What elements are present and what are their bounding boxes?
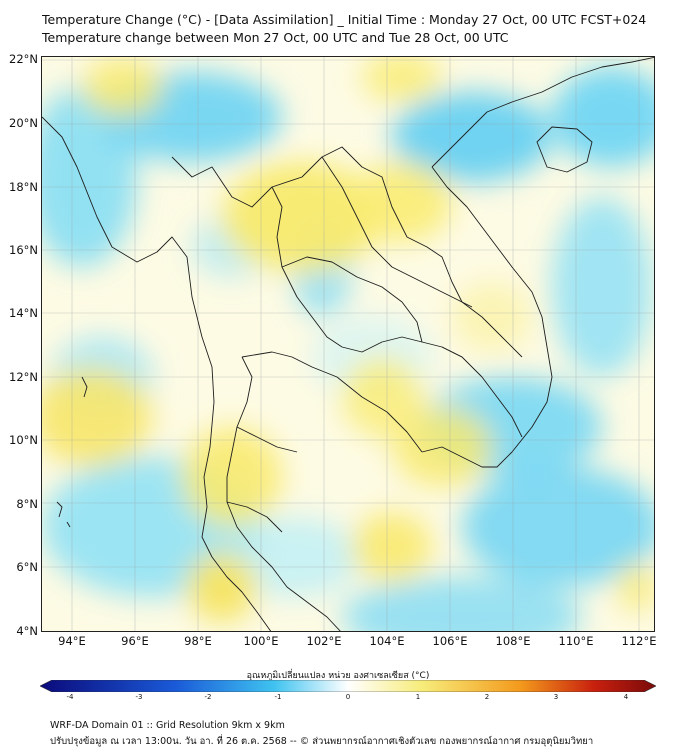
lon-label: 98°E	[184, 634, 212, 648]
footer-credits: ปรับปรุงข้อมูล ณ เวลา 13:00น. วัน อา. ที…	[50, 736, 594, 747]
colorbar-tick: 0	[345, 693, 351, 701]
colorbar-tick: 4	[623, 693, 629, 701]
map-canvas	[42, 57, 654, 631]
lon-label: 100°E	[243, 634, 279, 648]
lon-label: 112°E	[621, 634, 657, 648]
map-subtitle: Temperature change between Mon 27 Oct, 0…	[42, 30, 509, 45]
map-title: Temperature Change (°C) - [Data Assimila…	[42, 12, 647, 27]
lat-label: 18°N	[9, 180, 38, 194]
colorbar-tick: -2	[204, 693, 212, 701]
temperature-change-map	[41, 56, 655, 632]
lon-label: 110°E	[558, 634, 594, 648]
lat-label: 8°N	[16, 497, 38, 511]
lat-label: 20°N	[9, 116, 38, 130]
lat-label: 6°N	[16, 560, 38, 574]
lon-label: 108°E	[495, 634, 531, 648]
colorbar-tick: -3	[135, 693, 143, 701]
colorbar-tick: 1	[415, 693, 421, 701]
lon-label: 106°E	[432, 634, 468, 648]
colorbar-tick: 2	[484, 693, 490, 701]
colorbar-tick: 3	[553, 693, 559, 701]
lat-label: 10°N	[9, 433, 38, 447]
colorbar-tick: -1	[274, 693, 282, 701]
lon-label: 94°E	[58, 634, 86, 648]
lat-label: 4°N	[16, 624, 38, 638]
lon-label: 96°E	[121, 634, 149, 648]
temperature-field	[42, 57, 654, 631]
footer-model-info: WRF-DA Domain 01 :: Grid Resolution 9km …	[50, 720, 285, 731]
lat-label: 14°N	[9, 306, 38, 320]
lat-label: 12°N	[9, 370, 38, 384]
colorbar	[40, 680, 656, 692]
lon-label: 104°E	[369, 634, 405, 648]
colorbar-tick: -4	[66, 693, 74, 701]
coastlines-borders	[42, 57, 654, 631]
lat-label: 22°N	[9, 52, 38, 66]
colorbar-title: อุณหภูมิเปลี่ยนแปลง หน่วย องศาเซลเซียส (…	[246, 671, 430, 681]
lon-label: 102°E	[306, 634, 342, 648]
lat-label: 16°N	[9, 243, 38, 257]
graticule	[42, 57, 654, 631]
